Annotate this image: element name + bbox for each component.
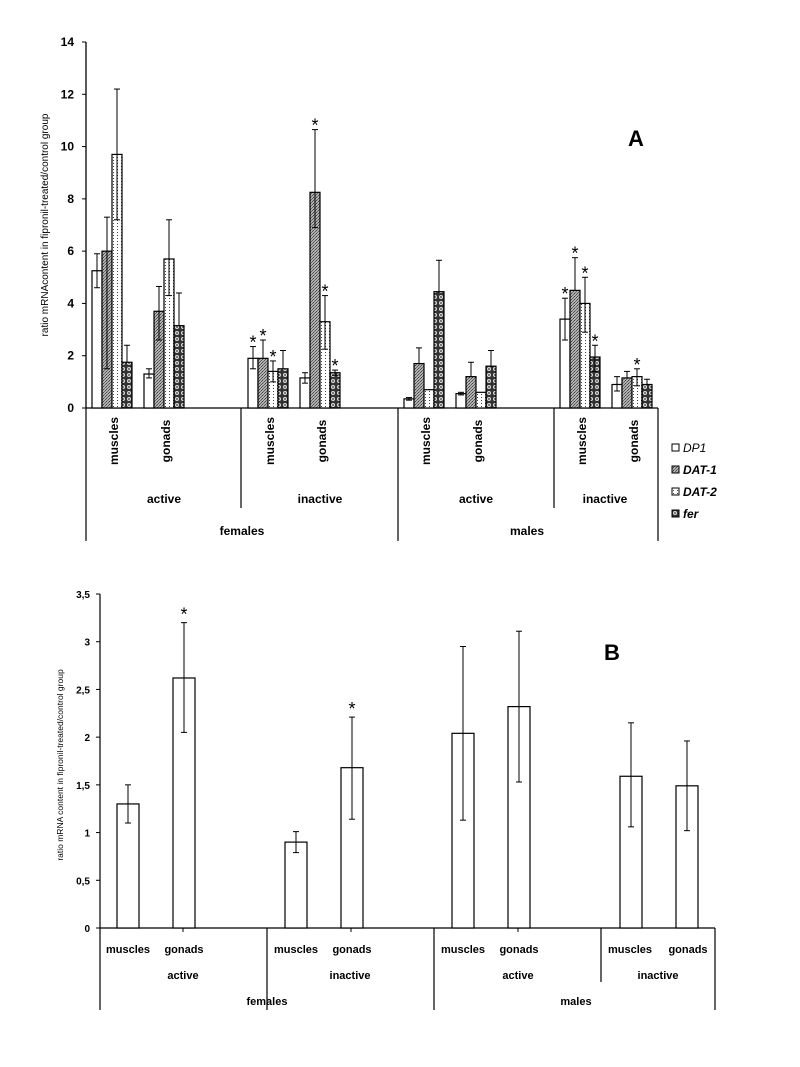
bar-fer: [329, 372, 341, 409]
y-tick-label-b: 3: [84, 638, 90, 649]
chart-a: 0 2 4 6 8 10 12 14 ratio mRNAcontent in fipronil…: [40, 35, 717, 541]
significance-star: *: [581, 263, 588, 283]
significance-star: *: [348, 699, 355, 719]
tissue-label-b: gonads: [499, 944, 538, 956]
y-tick-label-a: 8: [67, 192, 74, 206]
y-axis-label-b: ratio mRNA content in fipronil-treated/c…: [55, 669, 65, 861]
bar-fer: [277, 368, 289, 409]
y-tick-label-b: 2,5: [76, 685, 90, 696]
bar-dat-1: [257, 357, 269, 409]
bar: [284, 841, 308, 929]
tissue-label-a: muscles: [107, 417, 121, 465]
tissue-label-a: muscles: [419, 417, 433, 465]
y-tick-label-b: 2: [84, 733, 90, 744]
bar-fer: [121, 361, 133, 409]
significance-star: *: [269, 347, 276, 367]
bar-dp1: [91, 270, 103, 409]
y-tick-label-a: 2: [67, 349, 74, 363]
y-tick-label-a: 0: [67, 401, 74, 415]
y-tick-label-a: 6: [67, 244, 74, 258]
tissue-label-a: gonads: [315, 419, 329, 462]
significance-star: *: [331, 356, 338, 376]
bar-fer: [641, 383, 653, 409]
y-tick-label-b: 0: [84, 924, 90, 935]
bar-dat-1: [621, 377, 633, 409]
activity-label-a: active: [147, 492, 181, 506]
legend-swatch-fer: [671, 509, 680, 518]
bar-fer: [433, 291, 445, 409]
activity-label-a: active: [459, 492, 493, 506]
bar-fer: [173, 325, 185, 409]
bar-fer: [485, 365, 497, 409]
significance-star: *: [561, 284, 568, 304]
activity-label-b: active: [167, 970, 198, 982]
legend-label-dat-2: DAT-2: [683, 485, 717, 499]
bar-dp1: [455, 393, 467, 409]
legend-swatch-dat-1: [671, 465, 680, 474]
legend-label-fer: fer: [683, 507, 700, 521]
y-tick-label-b: 0,5: [76, 876, 90, 887]
sex-label-a: females: [220, 524, 265, 538]
significance-star: *: [571, 244, 578, 264]
bar-dp1: [143, 373, 155, 409]
significance-star: *: [259, 326, 266, 346]
y-tick-label-a: 4: [67, 296, 74, 310]
y-axis-label-a: ratio mRNAcontent in fipronil-treated/co…: [40, 113, 51, 336]
sex-label-b: males: [560, 996, 591, 1008]
panel-label-b: B: [604, 640, 620, 665]
tissue-label-a: gonads: [627, 419, 641, 462]
significance-star: *: [249, 333, 256, 353]
tissue-label-b: gonads: [332, 944, 371, 956]
tissue-label-b: muscles: [608, 944, 652, 956]
activity-label-a: inactive: [298, 492, 343, 506]
tissue-label-b: muscles: [441, 944, 485, 956]
bar-dat-2: [423, 389, 435, 409]
activity-label-b: inactive: [330, 970, 371, 982]
bar-dat-1: [465, 376, 477, 409]
legend-label-dp1: DP1: [683, 441, 706, 455]
significance-star: *: [591, 331, 598, 351]
bar-dat-1: [569, 289, 581, 409]
legend-swatch-dat-2: [671, 487, 680, 496]
y-tick-label-a: 12: [61, 87, 75, 101]
sex-label-a: males: [510, 524, 544, 538]
significance-star: *: [311, 116, 318, 136]
y-tick-label-b: 1,5: [76, 781, 90, 792]
tissue-label-a: muscles: [575, 417, 589, 465]
y-tick-label-b: 1: [84, 829, 90, 840]
tissue-label-a: muscles: [263, 417, 277, 465]
significance-star: *: [180, 605, 187, 625]
panel-label-a: A: [628, 126, 644, 151]
legend-label-dat-1: DAT-1: [683, 463, 717, 477]
activity-label-b: active: [502, 970, 533, 982]
y-tick-label-b: 3,5: [76, 590, 90, 601]
significance-star: *: [321, 282, 328, 302]
significance-star: *: [633, 355, 640, 375]
activity-label-b: inactive: [638, 970, 679, 982]
bar-dat-1: [413, 362, 425, 409]
tissue-label-b: muscles: [106, 944, 150, 956]
y-tick-label-a: 14: [61, 35, 75, 49]
activity-label-a: inactive: [583, 492, 628, 506]
chart-b: 0 0,5 1 1,5 2 2,5 3 3,5 ratio mRNA content in fi…: [55, 590, 716, 1010]
y-tick-label-a: 10: [61, 140, 75, 154]
tissue-label-a: gonads: [471, 419, 485, 462]
legend-swatch-dp1: [671, 443, 680, 452]
tissue-label-b: gonads: [164, 944, 203, 956]
tissue-label-b: gonads: [668, 944, 707, 956]
tissue-label-b: muscles: [274, 944, 318, 956]
tissue-label-a: gonads: [159, 419, 173, 462]
bar-dat-2: [475, 391, 487, 409]
sex-label-b: females: [247, 996, 288, 1008]
